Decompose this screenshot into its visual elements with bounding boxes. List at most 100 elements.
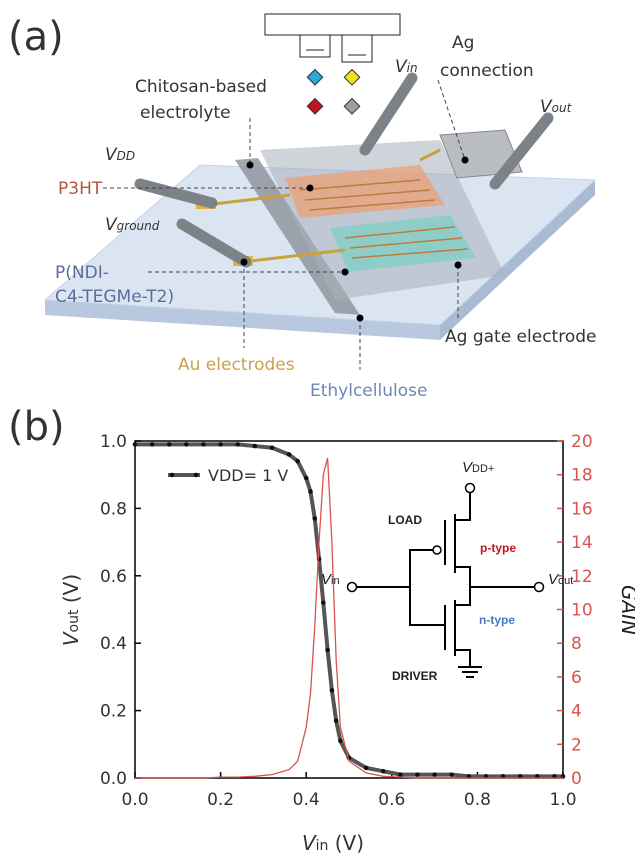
inset-label: V [321, 571, 333, 588]
au-line [241, 248, 346, 264]
label: Vout [540, 97, 573, 117]
label: DD [117, 149, 135, 163]
label: out [552, 101, 573, 115]
y-axis-label: Vout (V) [59, 574, 83, 646]
y-tick-label: 0.6 [100, 567, 127, 587]
series-line [135, 442, 563, 779]
data-point [184, 442, 189, 447]
data-point [333, 718, 339, 724]
icon [306, 97, 324, 115]
legend-swatch [193, 472, 199, 478]
au-line [204, 193, 291, 207]
data-point [295, 458, 300, 464]
inset-label: Vout [548, 571, 573, 588]
x-tick-label: 0.6 [378, 790, 405, 810]
inset-label: DRIVER [392, 669, 438, 683]
instrument [264, 13, 401, 36]
inset-label: out [558, 575, 573, 587]
panel-b: (b) Vin (V) Vout (V) GAIN VDD+ LOAD p-ty… [8, 404, 635, 855]
data-point [149, 442, 155, 447]
probes [134, 72, 554, 268]
data-point [308, 489, 313, 494]
label: ground [117, 219, 160, 233]
data-point [329, 688, 335, 693]
y2-tick-label: 10 [571, 601, 593, 621]
icon [343, 68, 361, 86]
label: C4-TEGMe-T2) [55, 287, 174, 307]
x-axis-label: in [316, 838, 329, 854]
legend-swatch [169, 472, 175, 478]
y-tick-label: 0.8 [100, 499, 127, 519]
data-point [398, 772, 403, 777]
inset-label: VDD+ [462, 459, 494, 476]
icon [343, 97, 361, 115]
x-axis-label: Vin (V) [302, 831, 364, 855]
label: Ag [452, 33, 474, 53]
y-axis-label: (V) [59, 574, 83, 610]
y2-tick-label: 2 [571, 735, 582, 755]
y2-tick-label: 8 [571, 634, 582, 654]
leaders [103, 79, 469, 370]
data-point [415, 772, 420, 777]
panel-a: (a) Chitosan-based electrolyte Vin Ag co… [8, 13, 596, 401]
data-point [269, 445, 275, 451]
x-axis-label: (V) [328, 831, 364, 855]
data-point [338, 738, 343, 744]
data-point [449, 772, 455, 777]
label: VDD [105, 145, 135, 165]
data-point [286, 452, 292, 457]
y2-tick-label: 16 [571, 499, 593, 519]
data-point [432, 772, 437, 777]
instrument [299, 34, 331, 58]
data-point [321, 600, 326, 606]
data-point [303, 475, 309, 481]
x-tick-label: 1.0 [549, 790, 576, 810]
y-tick-label: 0.0 [100, 769, 127, 789]
y-tick-label: 0.4 [100, 634, 127, 654]
label: Au electrodes [178, 355, 295, 375]
label: V [395, 57, 408, 77]
y2-tick-label: 18 [571, 466, 593, 486]
instrument [341, 34, 373, 63]
label: V [105, 215, 118, 235]
data-point [325, 647, 330, 653]
inset-label: V [462, 459, 474, 476]
inset-label: p-type [480, 541, 516, 555]
inset-label: DD+ [472, 463, 494, 475]
label: electrolyte [140, 103, 231, 123]
p3ht-area [285, 165, 445, 218]
y2-tick-label: 0 [571, 769, 582, 789]
data-point [312, 516, 318, 521]
slab [45, 300, 440, 340]
plot-frame [134, 440, 564, 779]
label: connection [440, 61, 534, 81]
label: P(NDI- [55, 263, 109, 283]
fingers [299, 179, 469, 259]
label: Vin [395, 57, 418, 77]
label: V [105, 145, 118, 165]
ag-connection [439, 129, 523, 179]
label: in [407, 61, 418, 75]
icon [306, 68, 324, 86]
series-line [135, 457, 563, 779]
panel-label: (a) [8, 14, 64, 60]
au-line [419, 148, 441, 162]
x-axis-label: V [302, 831, 317, 855]
y2-tick-label: 12 [571, 567, 593, 587]
y2-axis-label: GAIN [617, 585, 635, 635]
inset-circuit: VDD+ LOAD p-type n-type DRIVER Vin Vout [321, 459, 573, 683]
label: Chitosan-based [135, 77, 267, 97]
label: P3HT [58, 179, 103, 199]
y-axis-label: V [59, 631, 83, 646]
label: Ag gate electrode [445, 327, 596, 347]
inset-label: in [331, 575, 340, 587]
y2-tick-label: 20 [571, 432, 593, 452]
x-tick-label: 0.2 [207, 790, 234, 810]
y2-tick-label: 14 [571, 533, 593, 553]
y2-tick-label: 4 [571, 702, 582, 722]
y-axis-label: out [66, 609, 82, 632]
inset-label: LOAD [388, 513, 422, 527]
y-tick-label: 0.2 [100, 702, 127, 722]
data-point [316, 556, 322, 562]
